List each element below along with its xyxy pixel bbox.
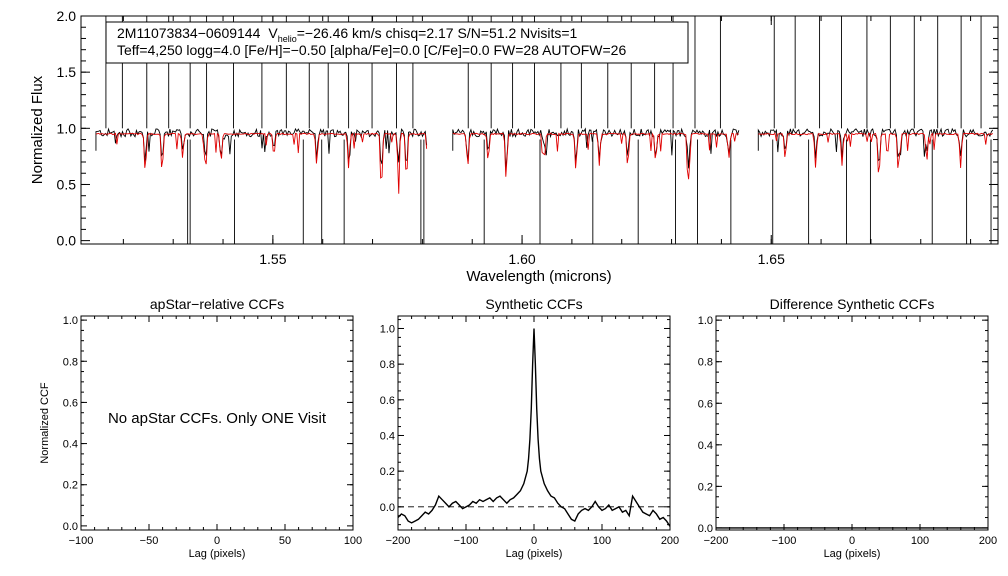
- model-spectrum-chip: [452, 132, 739, 180]
- x-tick-label: 0: [849, 535, 855, 547]
- spectrum-panel: 1.55 1.60 1.65 0.0 0.5 1.0 1.5 2.0 Wavelength (…: [29, 8, 999, 285]
- x-tick-label: 100: [593, 535, 611, 547]
- x-tick-label: −200: [704, 535, 729, 547]
- apstar-annotation: No apStar CCFs. Only ONE Visit: [108, 410, 327, 427]
- spectrum-axes: 1.55 1.60 1.65 0.0 0.5 1.0 1.5 2.0: [57, 8, 998, 267]
- info-star-id: 2M11073834−0609144: [117, 25, 261, 41]
- info-line-2: Teff=4,250 logg=4.0 [Fe/H]=−0.50 [alpha/…: [117, 42, 626, 58]
- synthetic-ccf-line: [397, 328, 671, 527]
- y-tick-label: 0.0: [698, 523, 713, 535]
- y-tick-label: 0.2: [380, 466, 395, 478]
- y-tick-label: 0.6: [380, 395, 395, 407]
- observed-spectrum-chip: [452, 127, 740, 171]
- x-tick-label: 1.65: [758, 251, 785, 267]
- model-spectrum-chip: [758, 132, 993, 173]
- y-tick-label: 0.4: [63, 439, 78, 451]
- x-tick-label: 200: [661, 535, 679, 547]
- x-tick-label: 100: [911, 535, 929, 547]
- x-tick-label: −50: [140, 535, 159, 547]
- info-v-subscript: helio: [278, 34, 297, 44]
- y-tick-label: 0.2: [698, 481, 713, 493]
- apstar-title: apStar−relative CCFs: [150, 296, 284, 312]
- x-tick-label: 1.60: [508, 251, 535, 267]
- y-tick-label: 0.0: [57, 233, 77, 249]
- info-box-frame: [105, 21, 689, 64]
- x-tick-label: −100: [772, 535, 797, 547]
- y-tick-label: 1.0: [698, 315, 713, 327]
- synthetic-axes: −200 −100 0 100 200 0.0 0.2 0.4 0.6 0.8 1.0: [380, 316, 679, 547]
- info-box: 2M11073834−0609144 Vhelio=−26.46 km/s chi…: [105, 21, 689, 64]
- synthetic-title: Synthetic CCFs: [485, 296, 582, 312]
- synthetic-xlabel: Lag (pixels): [506, 548, 563, 560]
- synthetic-ccf-panel: −200 −100 0 100 200 0.0 0.2 0.4 0.6 0.8 1.0 Synthe…: [380, 296, 679, 560]
- x-tick-label: 1.55: [259, 251, 286, 267]
- y-tick-label: 0.2: [63, 480, 78, 492]
- y-tick-label: 0.4: [380, 430, 395, 442]
- y-tick-label: 1.0: [63, 315, 78, 327]
- y-tick-label: 0.6: [63, 397, 78, 409]
- observed-spectrum-chip: [757, 127, 994, 162]
- model-spectrum-series: [95, 132, 993, 194]
- info-line-1: 2M11073834−0609144 Vhelio=−26.46 km/s chi…: [117, 25, 578, 44]
- y-tick-label: 1.5: [57, 64, 77, 80]
- y-tick-label: 0.5: [57, 176, 77, 192]
- model-spectrum-chip: [95, 132, 428, 194]
- apstar-axes: −100 −50 0 50 100 0.0 0.2 0.4 0.6 0.8 1.0: [63, 315, 362, 547]
- difference-frame: [715, 315, 989, 531]
- x-tick-label: 0: [531, 535, 537, 547]
- y-tick-label: 2.0: [57, 8, 77, 24]
- apstar-ylabel: Normalized CCF: [39, 382, 51, 464]
- y-tick-label: 0.8: [63, 356, 78, 368]
- x-tick-label: −100: [69, 535, 94, 547]
- x-tick-label: 100: [344, 535, 362, 547]
- y-tick-label: 0.0: [63, 521, 78, 533]
- y-tick-label: 1.0: [380, 323, 395, 335]
- spectrum-xlabel: Wavelength (microns): [466, 268, 611, 285]
- x-tick-label: 50: [279, 535, 291, 547]
- info-v-symbol: V: [268, 25, 278, 41]
- y-tick-label: 0.8: [698, 357, 713, 369]
- apstar-ccf-panel: −100 −50 0 50 100 0.0 0.2 0.4 0.6 0.8 1.0 apStar−r…: [39, 296, 362, 560]
- y-tick-label: 0.6: [698, 398, 713, 410]
- observed-spectrum-chip: [95, 127, 428, 165]
- y-tick-label: 0.4: [698, 440, 713, 452]
- y-tick-label: 0.0: [380, 502, 395, 514]
- difference-xlabel: Lag (pixels): [824, 548, 881, 560]
- x-tick-label: −100: [454, 535, 479, 547]
- difference-title: Difference Synthetic CCFs: [770, 296, 935, 312]
- spectrum-ylabel: Normalized Flux: [29, 75, 46, 184]
- info-line-1-rest: =−26.46 km/s chisq=2.17 S/N=51.2 Nvisits…: [297, 25, 578, 41]
- y-tick-label: 1.0: [57, 120, 77, 136]
- x-tick-label: 0: [214, 535, 220, 547]
- difference-ccf-panel: −200 −100 0 100 200 0.0 0.2 0.4 0.6 0.8 1.0 Differ…: [698, 296, 997, 560]
- spectrum-frame: [80, 15, 999, 245]
- y-tick-label: 0.8: [380, 359, 395, 371]
- x-tick-label: 200: [979, 535, 997, 547]
- synthetic-ccf-series: [397, 328, 671, 527]
- x-tick-label: −200: [386, 535, 411, 547]
- apstar-xlabel: Lag (pixels): [189, 548, 246, 560]
- difference-axes: −200 −100 0 100 200 0.0 0.2 0.4 0.6 0.8 1.0: [698, 315, 997, 547]
